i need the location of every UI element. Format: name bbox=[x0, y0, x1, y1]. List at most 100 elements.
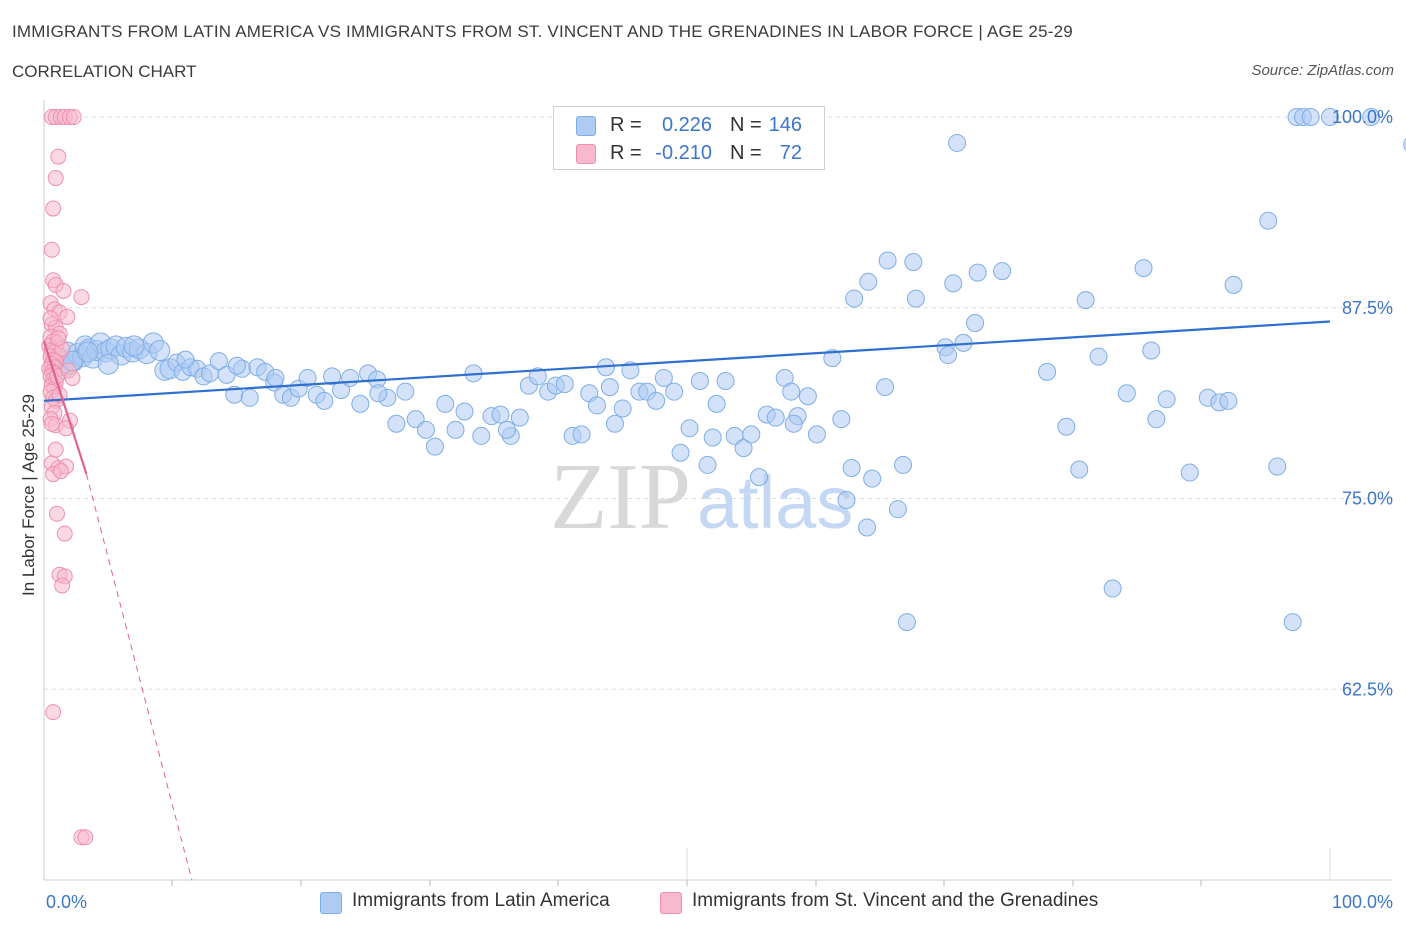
data-point-latin-america bbox=[698, 455, 717, 474]
data-point-latin-america bbox=[671, 443, 690, 462]
data-point-latin-america bbox=[993, 262, 1012, 281]
data-point-st-vincent bbox=[47, 441, 64, 458]
data-point-latin-america bbox=[1157, 390, 1176, 409]
data-point-latin-america bbox=[665, 382, 684, 401]
data-point-latin-america bbox=[77, 341, 99, 363]
data-point-latin-america bbox=[123, 335, 145, 357]
data-point-latin-america bbox=[613, 399, 632, 418]
x-tick-label: 0.0% bbox=[46, 892, 87, 912]
data-point-latin-america bbox=[605, 414, 624, 433]
data-point-latin-america bbox=[742, 425, 761, 444]
chart-subtitle: CORRELATION CHART bbox=[12, 62, 197, 81]
data-point-latin-america bbox=[176, 350, 195, 369]
legend-row-st-vincent: R = -0.210 N = 72 bbox=[554, 138, 824, 166]
data-point-st-vincent bbox=[43, 415, 60, 432]
data-point-latin-america bbox=[1147, 410, 1166, 429]
trend-lines bbox=[42, 320, 1331, 881]
legend-swatch-pink bbox=[660, 892, 682, 914]
data-point-latin-america bbox=[387, 414, 406, 433]
data-point-latin-america bbox=[1142, 341, 1161, 360]
data-point-latin-america bbox=[209, 352, 228, 371]
data-point-latin-america bbox=[1180, 463, 1199, 482]
data-point-st-vincent bbox=[45, 200, 62, 217]
data-point-latin-america bbox=[894, 455, 913, 474]
n-label: N = bbox=[730, 142, 762, 164]
data-point-latin-america bbox=[939, 346, 958, 365]
n-value: 146 bbox=[768, 114, 802, 136]
data-point-latin-america bbox=[227, 356, 246, 375]
data-point-st-vincent bbox=[65, 109, 82, 125]
data-point-latin-america bbox=[968, 263, 987, 282]
data-point-st-vincent bbox=[56, 525, 73, 542]
series-st-vincent-points bbox=[41, 109, 94, 846]
data-point-latin-america bbox=[1283, 613, 1302, 632]
data-point-latin-america bbox=[716, 371, 735, 390]
data-point-latin-america bbox=[859, 272, 878, 291]
data-point-latin-america bbox=[472, 426, 491, 445]
data-point-st-vincent bbox=[49, 505, 66, 522]
data-point-latin-america bbox=[1224, 275, 1243, 294]
data-point-st-vincent bbox=[54, 577, 71, 594]
r-label: R = bbox=[610, 142, 642, 164]
data-point-latin-america bbox=[707, 394, 726, 413]
data-point-latin-america bbox=[351, 394, 370, 413]
source-note: Source: ZipAtlas.com bbox=[1251, 62, 1394, 79]
data-point-latin-america bbox=[315, 391, 334, 410]
data-point-latin-america bbox=[680, 419, 699, 438]
data-point-st-vincent bbox=[73, 289, 90, 306]
data-point-latin-america bbox=[858, 518, 877, 537]
data-point-latin-america bbox=[690, 371, 709, 390]
data-point-latin-america bbox=[807, 425, 826, 444]
data-point-st-vincent bbox=[50, 148, 67, 165]
data-point-st-vincent bbox=[55, 282, 72, 299]
data-point-latin-america bbox=[1259, 211, 1278, 230]
data-point-latin-america bbox=[948, 133, 967, 152]
legend-row-latin-america: R = 0.226 N = 146 bbox=[554, 110, 824, 138]
y-tick-labels: 62.5% 75.0% 87.5% 100.0% bbox=[1332, 107, 1393, 699]
data-point-latin-america bbox=[798, 387, 817, 406]
data-point-st-vincent bbox=[45, 704, 62, 721]
data-point-st-vincent bbox=[42, 310, 59, 327]
data-point-latin-america bbox=[1089, 347, 1108, 366]
data-point-latin-america bbox=[897, 613, 916, 632]
data-point-latin-america bbox=[528, 367, 547, 386]
data-point-st-vincent bbox=[59, 308, 76, 325]
data-point-latin-america bbox=[1038, 362, 1057, 381]
data-point-latin-america bbox=[436, 394, 455, 413]
data-point-latin-america bbox=[497, 420, 516, 439]
r-label: R = bbox=[610, 114, 642, 136]
legend-label: Immigrants from St. Vincent and the Gren… bbox=[692, 890, 1099, 911]
data-point-st-vincent bbox=[52, 463, 69, 480]
n-value: 72 bbox=[779, 142, 802, 164]
data-point-latin-america bbox=[1057, 417, 1076, 436]
data-point-latin-america bbox=[766, 408, 785, 427]
y-tick-label: 87.5% bbox=[1342, 298, 1393, 318]
data-point-latin-america bbox=[572, 425, 591, 444]
data-point-latin-america bbox=[1070, 460, 1089, 479]
data-point-latin-america bbox=[149, 339, 171, 361]
data-point-latin-america bbox=[446, 420, 465, 439]
legend-swatch-blue bbox=[320, 892, 342, 914]
data-point-latin-america bbox=[703, 428, 722, 447]
data-point-latin-america bbox=[341, 368, 360, 387]
data-point-st-vincent bbox=[64, 369, 81, 386]
data-point-latin-america bbox=[832, 410, 851, 429]
data-point-latin-america bbox=[842, 458, 861, 477]
data-point-latin-america bbox=[734, 439, 753, 458]
data-point-latin-america bbox=[823, 349, 842, 368]
chart-title: IMMIGRANTS FROM LATIN AMERICA VS IMMIGRA… bbox=[12, 22, 1073, 41]
trend-line-st-vincent-extension bbox=[85, 473, 193, 881]
data-point-latin-america bbox=[369, 384, 388, 403]
data-point-latin-america bbox=[1219, 391, 1238, 410]
data-point-latin-america bbox=[654, 368, 673, 387]
r-value: -0.210 bbox=[655, 142, 712, 164]
y-axis-label: In Labor Force | Age 25-29 bbox=[19, 394, 38, 596]
n-label: N = bbox=[730, 114, 762, 136]
data-point-latin-america bbox=[323, 367, 342, 386]
data-point-latin-america bbox=[944, 274, 963, 293]
data-point-latin-america bbox=[966, 314, 985, 333]
data-point-latin-america bbox=[1103, 579, 1122, 598]
data-point-latin-america bbox=[647, 391, 666, 410]
data-point-latin-america bbox=[845, 289, 864, 308]
